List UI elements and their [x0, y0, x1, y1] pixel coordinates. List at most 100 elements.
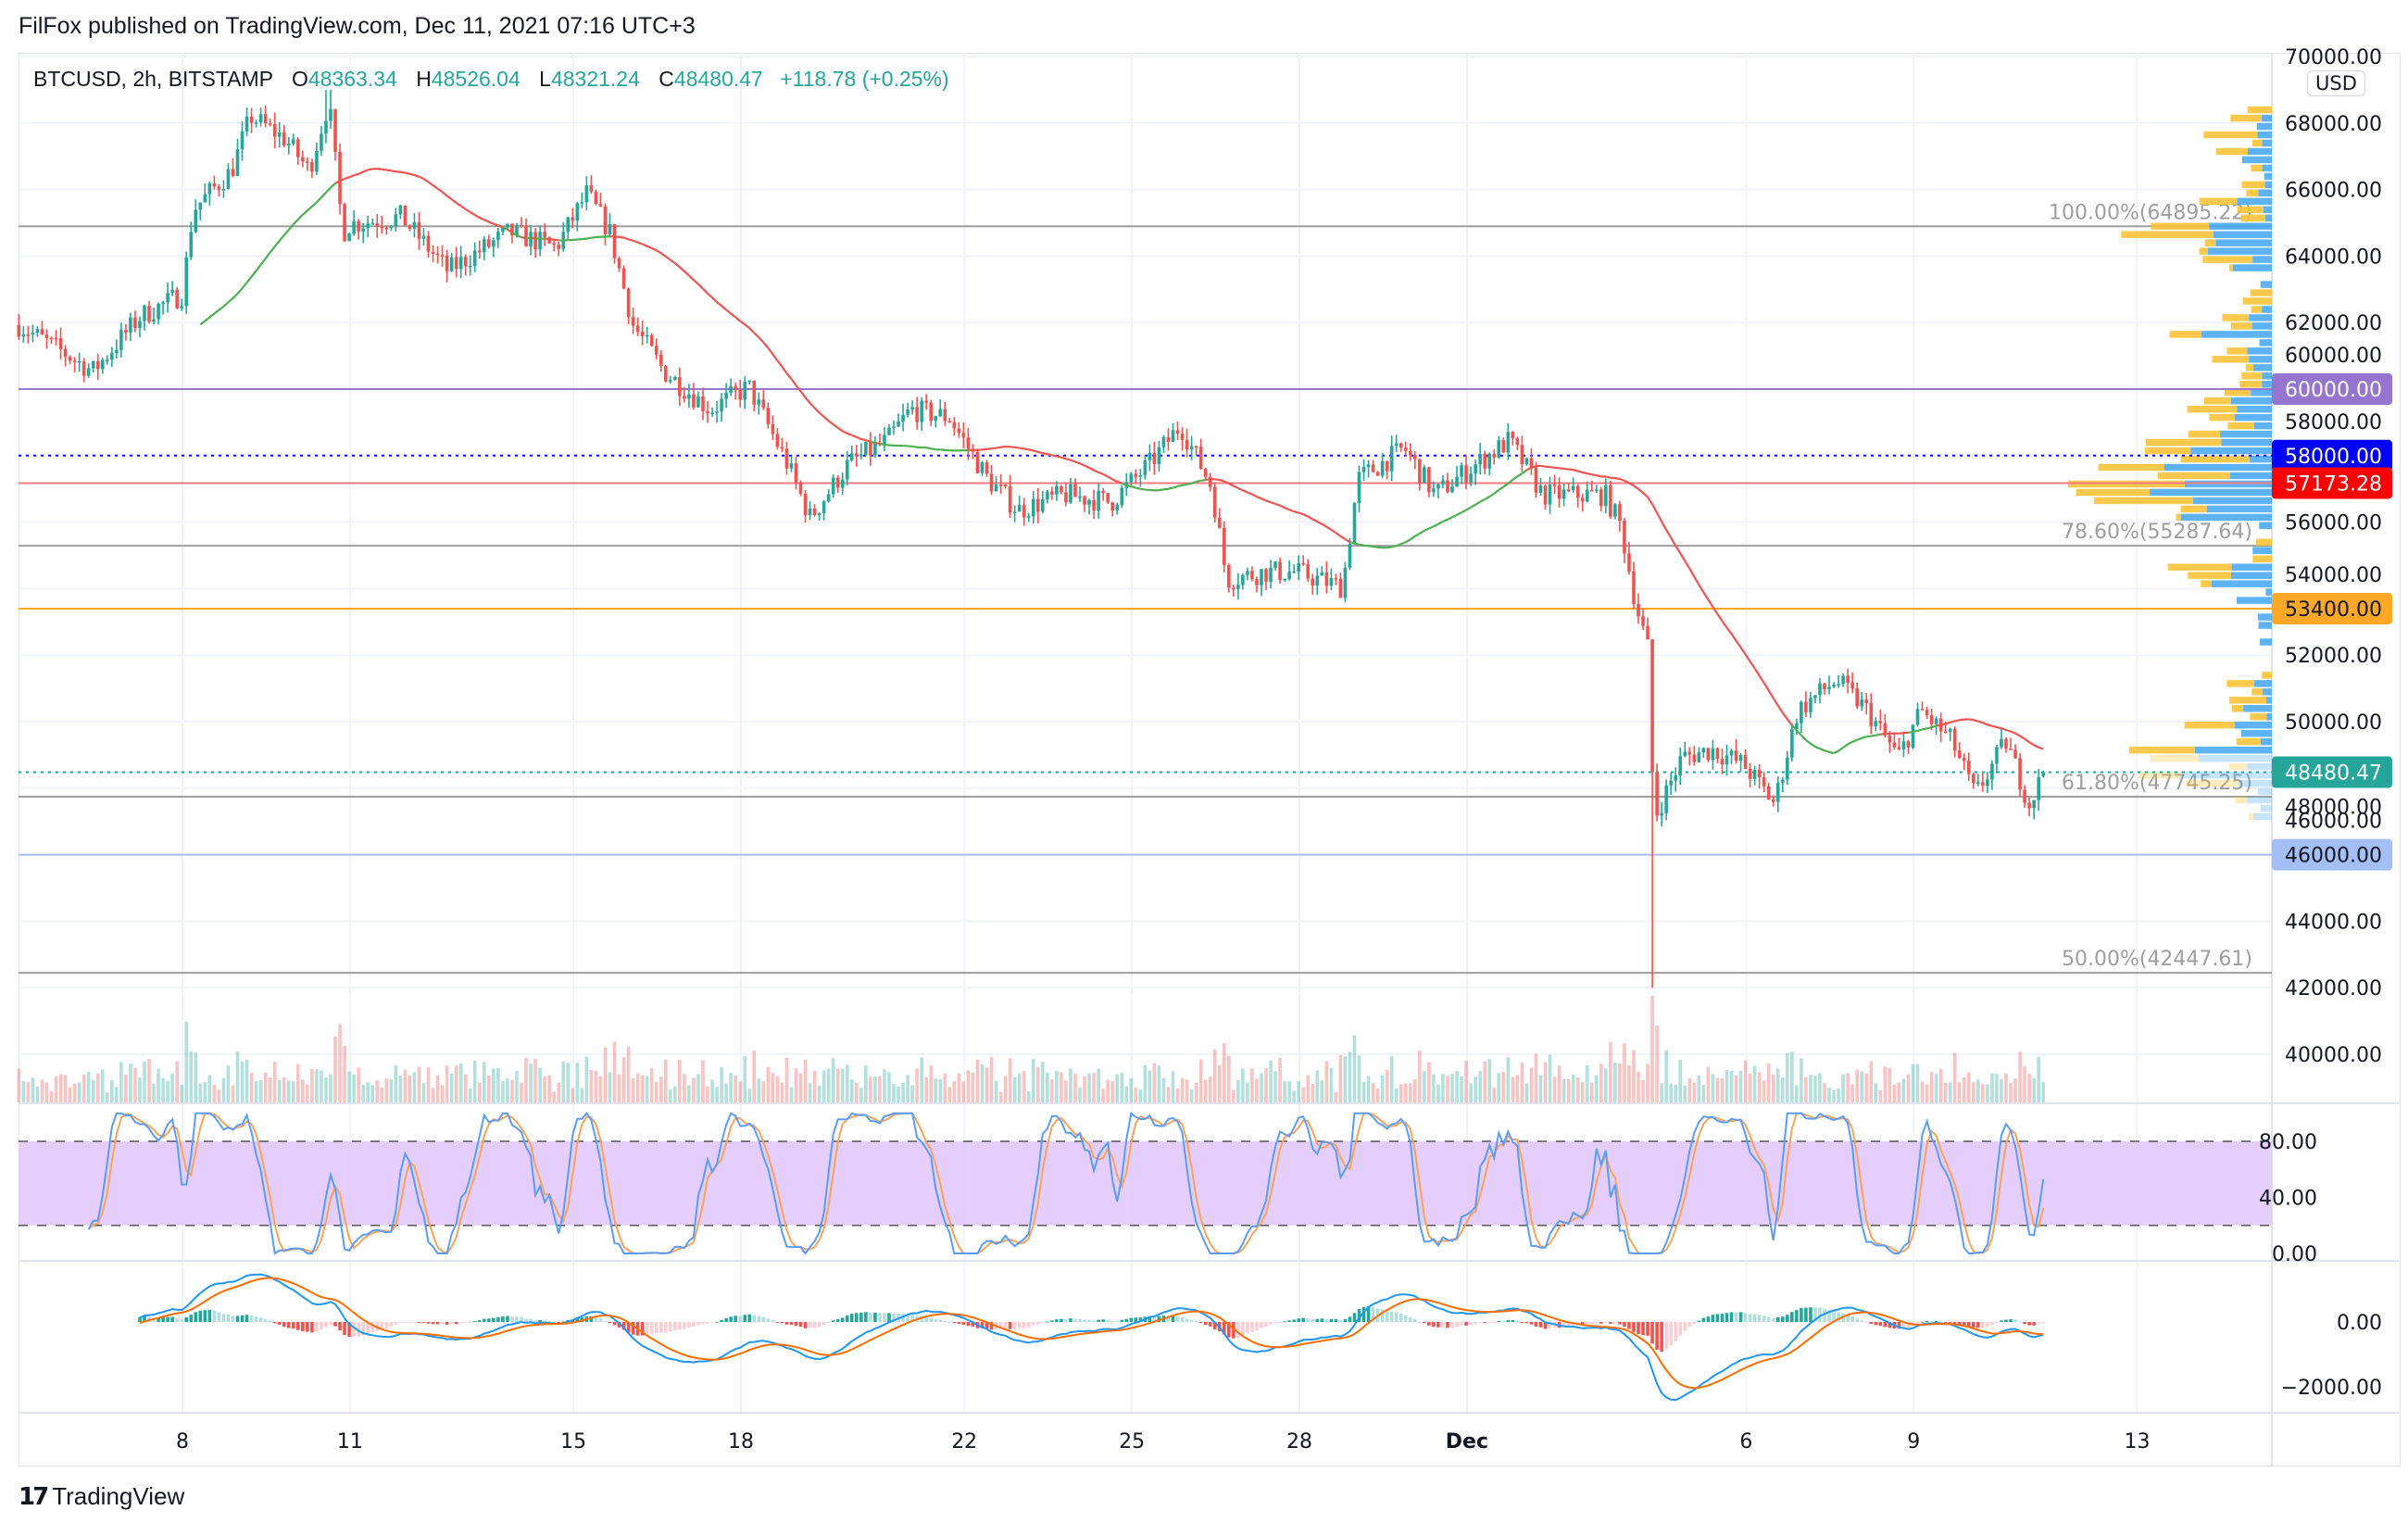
moving-average-segment: [1363, 544, 1369, 548]
volume-profile-down-bar: [2231, 563, 2272, 571]
moving-average-segment: [856, 435, 862, 440]
candle-body: [994, 485, 998, 492]
volume-profile-down-bar: [2180, 513, 2272, 522]
volume-bar: [1929, 1072, 1934, 1102]
moving-average-segment: [236, 287, 244, 295]
macd-histogram-bar: [1966, 1322, 1971, 1328]
price-level-badge[interactable]: [2272, 467, 2392, 499]
moving-average-segment: [1656, 512, 1663, 522]
volume-bar: [1823, 1083, 1826, 1102]
macd-histogram-bar: [1157, 1315, 1161, 1322]
moving-average-segment: [734, 316, 741, 322]
candle-body: [1743, 755, 1748, 769]
candle-body: [501, 227, 505, 233]
macd-histogram-bar: [1641, 1322, 1645, 1336]
macd-histogram-bar: [277, 1322, 282, 1326]
stoch-d-line: [88, 1112, 2045, 1255]
symbol-label[interactable]: BTCUSD, 2h, BITSTAMP: [33, 67, 273, 91]
moving-average-segment: [674, 262, 681, 269]
price-level-badge[interactable]: [2272, 756, 2392, 788]
macd-histogram-bar: [408, 1322, 412, 1323]
macd-histogram-bar: [1534, 1322, 1538, 1328]
macd-histogram-bar: [794, 1322, 798, 1327]
macd-histogram-bar: [445, 1322, 449, 1326]
volume-bar: [472, 1061, 477, 1102]
candle-body: [696, 396, 700, 408]
price-level-badge[interactable]: [2272, 373, 2392, 405]
volume-bar: [640, 1075, 645, 1102]
volume-profile-up-bar: [2256, 538, 2272, 547]
macd-histogram-bar: [673, 1322, 677, 1330]
macd-histogram-bar: [803, 1322, 808, 1328]
macd-histogram-bar: [840, 1317, 845, 1322]
volume-bar: [1306, 1075, 1311, 1102]
volume-profile-down-bar: [2258, 622, 2272, 629]
moving-average-segment: [790, 378, 797, 386]
volume-bar: [1906, 1074, 1911, 1102]
moving-average-segment: [982, 447, 987, 451]
price-level-badge[interactable]: [2272, 439, 2392, 472]
volume-bar: [1115, 1074, 1120, 1102]
volume-bar: [817, 1085, 821, 1102]
candle-body: [1981, 782, 1985, 787]
candle-body: [1511, 432, 1515, 439]
moving-average-segment: [1511, 475, 1519, 481]
volume-bar: [826, 1068, 831, 1102]
macd-histogram-bar: [249, 1315, 254, 1322]
moving-average-segment: [739, 320, 746, 326]
moving-average-segment: [1391, 545, 1397, 548]
volume-bar: [1701, 1084, 1706, 1102]
candle-body: [1962, 758, 1966, 762]
volume-bar: [1092, 1073, 1096, 1102]
moving-average-segment: [1470, 503, 1476, 509]
moving-average-segment: [1591, 473, 1597, 477]
price-level-badge[interactable]: [2272, 838, 2392, 871]
volume-bar: [1878, 1089, 1883, 1102]
volume-bar: [1641, 1079, 1645, 1102]
candle-body: [1580, 497, 1585, 502]
moving-average-segment: [1484, 496, 1490, 501]
volume-bar: [812, 1070, 817, 1102]
macd-histogram-bar: [821, 1322, 826, 1326]
volume-profile-down-bar: [2262, 372, 2272, 380]
candle-body: [1548, 485, 1552, 505]
moving-average-segment: [307, 206, 313, 212]
macd-histogram-bar: [2037, 1322, 2040, 1325]
candle-body: [1664, 785, 1668, 813]
candle-body: [1343, 567, 1348, 598]
currency-button[interactable]: USD: [2307, 70, 2365, 96]
macd-histogram-bar: [1669, 1322, 1673, 1346]
candle-body: [2037, 777, 2040, 800]
volume-bar: [1198, 1059, 1203, 1102]
candle-body: [1050, 491, 1054, 495]
candle-body: [1692, 754, 1697, 762]
volume-bar: [1171, 1071, 1175, 1102]
volume-bar: [1743, 1060, 1748, 1102]
volume-bar: [1073, 1074, 1077, 1102]
price-level-badge[interactable]: [2272, 592, 2392, 624]
moving-average-segment: [549, 238, 555, 241]
volume-bar: [492, 1068, 495, 1102]
macd-histogram-bar: [338, 1322, 342, 1331]
candle-body: [2027, 802, 2031, 809]
candle-body: [864, 442, 868, 455]
candle-body: [1492, 453, 1497, 458]
volume-bar: [72, 1083, 77, 1102]
candle-body: [1083, 496, 1086, 505]
volume-profile-down-bar: [2253, 364, 2272, 371]
volume-profile-up-bar: [2239, 381, 2263, 388]
macd-histogram-bar: [1589, 1322, 1594, 1324]
volume-bar: [506, 1077, 509, 1102]
candle-body: [63, 348, 68, 358]
candle-body: [575, 203, 580, 221]
candle-body: [831, 477, 835, 495]
macd-histogram-bar: [864, 1312, 868, 1322]
moving-average-segment: [427, 181, 434, 186]
macd-histogram-bar: [812, 1322, 817, 1328]
candle-body: [738, 389, 742, 400]
tradingview-logo[interactable]: 𝟭𝟳 TradingView: [19, 1482, 184, 1511]
volume-bar: [1152, 1063, 1157, 1102]
volume-bar: [1315, 1070, 1320, 1102]
candle-body: [584, 185, 589, 203]
